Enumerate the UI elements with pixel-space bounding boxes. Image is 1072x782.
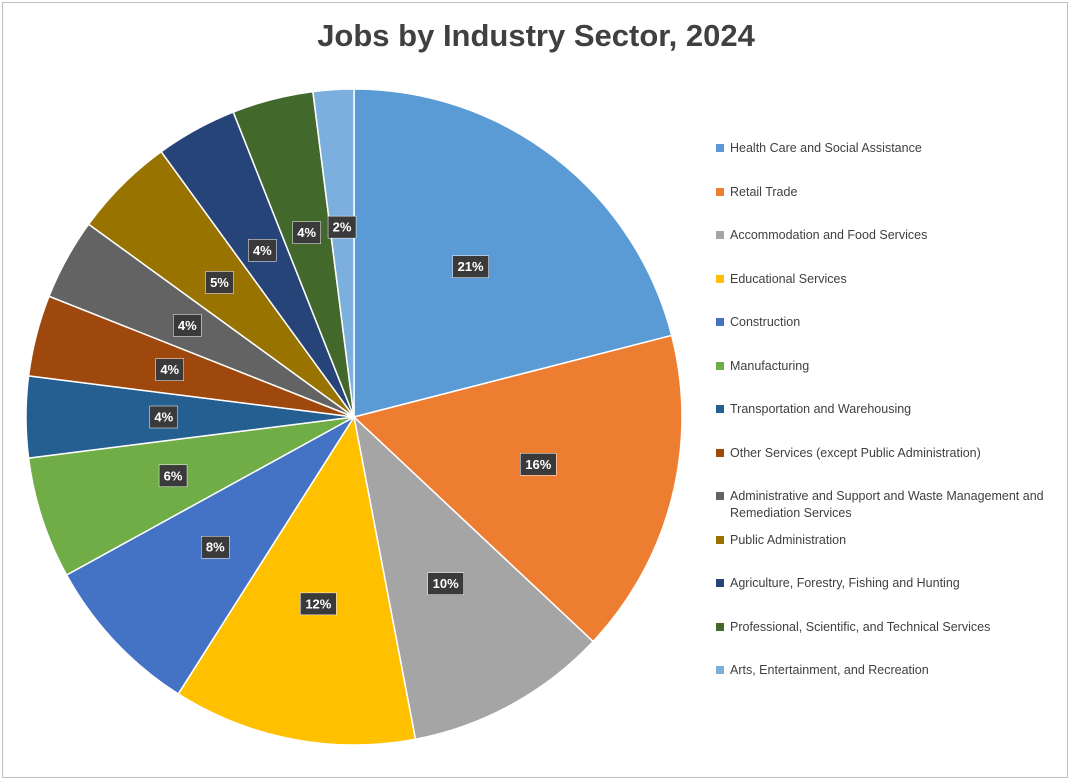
legend-item: Agriculture, Forestry, Fishing and Hunti…	[716, 575, 1066, 619]
slice-label-text: 4%	[178, 318, 197, 333]
legend-item: Other Services (except Public Administra…	[716, 445, 1066, 489]
legend-label: Construction	[730, 315, 801, 329]
legend-label: Administrative and Support and Waste Man…	[730, 489, 1044, 520]
legend-swatch	[716, 274, 724, 283]
slice-data-label: 4%	[292, 221, 321, 244]
legend-swatch	[716, 361, 724, 370]
slice-data-label: 4%	[149, 405, 179, 429]
pie-slice	[177, 414, 417, 746]
slice-data-label: 2%	[327, 215, 357, 239]
slice-data-label: 6%	[158, 464, 188, 488]
legend-item: Administrative and Support and Waste Man…	[716, 488, 1066, 532]
legend-label: Agriculture, Forestry, Fishing and Hunti…	[730, 576, 960, 590]
legend-swatch	[716, 448, 724, 457]
pie-slice	[312, 88, 355, 418]
slice-data-label: 21%	[452, 255, 489, 278]
slice-label-text: 16%	[525, 457, 551, 472]
legend-label: Accommodation and Food Services	[730, 228, 928, 242]
slice-label-text: 10%	[433, 576, 459, 591]
pie-data-labels: 21% 16% 10% 12% 8% 6% 4% 4% 4% 5% 4% 4% 2%	[149, 215, 557, 616]
slice-data-label: 4%	[173, 314, 202, 337]
slice-data-label: 5%	[205, 271, 234, 294]
legend-swatch	[716, 666, 724, 674]
legend-item: Arts, Entertainment, and Recreation	[716, 662, 1066, 706]
legend-label: Retail Trade	[730, 184, 798, 199]
slice-data-label: 4%	[248, 239, 277, 262]
legend-item: Construction	[716, 314, 1066, 358]
pie-slice	[353, 88, 673, 418]
pie-slice	[27, 416, 355, 577]
slice-data-label: 10%	[427, 572, 464, 595]
legend-swatch	[716, 318, 724, 326]
legend-label: Public Administration	[730, 532, 847, 547]
legend-label: Arts, Entertainment, and Recreation	[730, 663, 929, 677]
legend-label: Other Services (except Public Administra…	[730, 445, 981, 460]
slice-label-text: 4%	[253, 243, 272, 258]
legend-item: Manufacturing	[716, 358, 1066, 402]
slice-label-text: 6%	[164, 468, 183, 483]
slice-label-text: 4%	[154, 410, 173, 425]
legend-swatch	[716, 492, 724, 500]
slice-data-label: 16%	[520, 453, 557, 476]
legend-swatch	[716, 579, 724, 587]
legend-item: Accommodation and Food Services	[716, 227, 1066, 271]
slice-label-text: 4%	[160, 362, 179, 377]
legend-label: Professional, Scientific, and Technical …	[730, 619, 991, 634]
slice-label-text: 5%	[210, 275, 229, 290]
slice-data-label: 12%	[300, 592, 337, 616]
legend-item: Transportation and Warehousing	[716, 401, 1066, 445]
legend-swatch	[716, 231, 724, 239]
legend-swatch	[716, 405, 724, 413]
pie-slices	[25, 88, 683, 746]
legend-label: Transportation and Warehousing	[730, 402, 912, 416]
slice-label-text: 12%	[305, 596, 331, 611]
legend-item: Professional, Scientific, and Technical …	[716, 619, 1066, 663]
legend-item: Public Administration	[716, 532, 1066, 576]
legend-label: Health Care and Social Assistance	[730, 141, 922, 155]
legend-swatch	[716, 535, 724, 544]
pie-slice	[352, 334, 683, 643]
pie-slice	[352, 414, 595, 741]
slice-label-text: 8%	[206, 540, 225, 555]
slice-data-label: 8%	[201, 535, 230, 559]
legend-swatch	[716, 187, 724, 196]
legend-item: Health Care and Social Assistance	[716, 140, 1066, 184]
legend-item: Educational Services	[716, 271, 1066, 315]
slice-label-text: 4%	[297, 225, 316, 240]
slice-data-label: 4%	[155, 358, 184, 381]
legend-item: Retail Trade	[716, 184, 1066, 228]
legend-swatch	[716, 622, 724, 631]
slice-label-text: 21%	[458, 259, 484, 274]
legend-label: Manufacturing	[730, 358, 810, 373]
legend-swatch	[716, 144, 724, 152]
chart-title: Jobs by Industry Sector, 2024	[317, 18, 755, 53]
slice-label-text: 2%	[333, 220, 352, 235]
legend-label: Educational Services	[730, 271, 847, 286]
legend: Health Care and Social Assistance Retail …	[716, 140, 1066, 706]
